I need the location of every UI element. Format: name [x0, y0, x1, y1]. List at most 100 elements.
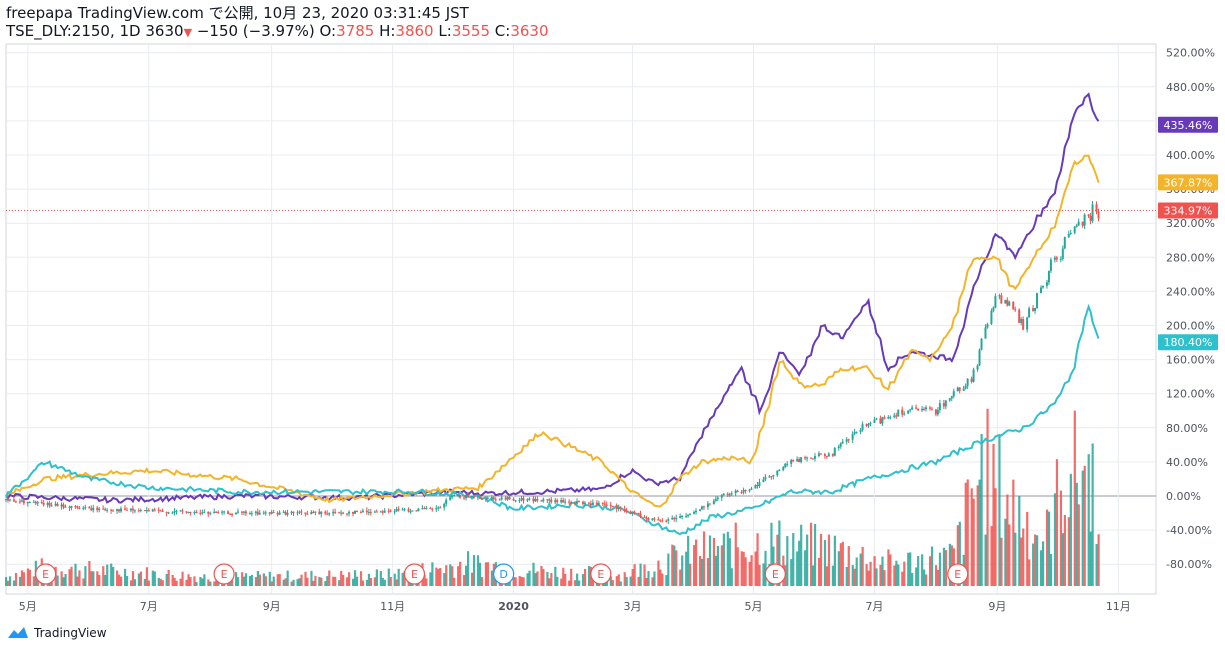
y-tick-label: 120.00%: [1166, 388, 1215, 401]
volume-bar: [256, 570, 260, 586]
candle-body: [365, 510, 368, 513]
candle-body: [706, 503, 709, 508]
y-tick-label: 80.00%: [1166, 422, 1208, 435]
candle-body: [798, 459, 801, 462]
volume-bar: [102, 566, 105, 586]
candle-body: [1089, 215, 1092, 221]
candle-body: [776, 470, 779, 476]
candle-body: [578, 501, 581, 503]
volume-bar: [88, 561, 91, 586]
volume-bar: [258, 574, 261, 586]
volume-bar: [1045, 509, 1049, 586]
candle-body: [986, 323, 989, 328]
volume-bar: [276, 574, 279, 586]
volume-bar: [831, 565, 835, 586]
volume-bar: [284, 578, 287, 586]
volume-bar: [445, 565, 448, 586]
volume-bar: [687, 535, 690, 586]
volume-bar: [698, 556, 702, 586]
candle-body: [695, 510, 697, 513]
candle-body: [272, 512, 275, 514]
event-marker-label: E: [772, 568, 779, 581]
volume-bar: [865, 564, 868, 586]
volume-bar: [314, 575, 317, 586]
volume-bar: [1041, 541, 1045, 586]
volume-bar: [1000, 537, 1003, 586]
volume-bar: [923, 569, 926, 586]
candle-body: [712, 500, 715, 505]
volume-bar: [833, 535, 836, 586]
low-value: 3555: [451, 22, 490, 40]
candle-body: [702, 506, 705, 508]
candle-body: [203, 511, 206, 513]
volume-bar: [633, 564, 636, 586]
candle-body: [425, 507, 428, 509]
candle-body: [369, 512, 372, 514]
tradingview-logo[interactable]: TradingView: [6, 626, 107, 640]
volume-bar: [355, 576, 359, 586]
volume-bar: [869, 561, 872, 586]
candle-body: [449, 497, 452, 500]
volume-bar: [459, 561, 462, 586]
candle-body: [581, 501, 584, 504]
volume-bar: [576, 573, 579, 586]
volume-bar: [393, 573, 396, 586]
candle-body: [915, 407, 918, 409]
volume-bar: [631, 569, 634, 586]
volume-bar: [895, 560, 898, 586]
candle-body: [387, 510, 390, 512]
volume-bar: [893, 565, 896, 586]
volume-bar: [157, 577, 160, 586]
volume-bar: [78, 570, 81, 586]
volume-bar: [60, 571, 63, 586]
volume-bar: [32, 576, 35, 586]
volume-bar: [887, 549, 890, 586]
candle-body: [911, 407, 914, 410]
candle-body: [50, 505, 53, 507]
candle-body: [554, 500, 557, 503]
volume-bar: [615, 576, 618, 586]
candle-body: [1040, 287, 1042, 294]
volume-bar: [167, 569, 170, 586]
x-tick-label: 3月: [624, 600, 642, 613]
candle-body: [346, 513, 349, 515]
volume-bar: [978, 479, 981, 586]
candle-body: [173, 511, 176, 513]
volume-bar: [827, 534, 831, 586]
candle-body: [338, 512, 341, 514]
candle-body: [189, 512, 192, 514]
candle-body: [512, 499, 515, 501]
volume-bar: [798, 540, 801, 586]
candle-body: [944, 400, 947, 407]
candle-body: [143, 509, 146, 511]
candle-body: [978, 349, 981, 366]
candle-body: [619, 507, 622, 510]
volume-bar: [750, 555, 753, 586]
candle-body: [470, 496, 473, 498]
volume-bar: [490, 570, 493, 586]
candle-body: [22, 500, 25, 504]
candle-body: [673, 517, 676, 520]
y-tick-label: 40.00%: [1166, 456, 1208, 469]
volume-bar: [209, 581, 212, 586]
y-tick-label: 240.00%: [1166, 285, 1215, 298]
candle-body: [284, 511, 287, 515]
candle-body: [88, 507, 91, 509]
volume-bar: [26, 568, 30, 586]
candle-body: [304, 512, 307, 514]
candle-body: [60, 504, 63, 507]
volume-bar: [712, 537, 716, 586]
volume-bar: [6, 580, 10, 586]
candle-body: [258, 512, 261, 515]
volume-bar: [195, 582, 198, 586]
volume-bar: [62, 577, 65, 586]
candle-body: [928, 407, 931, 409]
candle-body: [157, 509, 160, 511]
volume-bar: [1091, 443, 1094, 586]
volume-bar: [942, 547, 946, 586]
volume-bar: [296, 579, 299, 586]
candle-body: [359, 511, 362, 513]
price-label-box: [1158, 174, 1218, 191]
volume-bar: [244, 573, 248, 586]
